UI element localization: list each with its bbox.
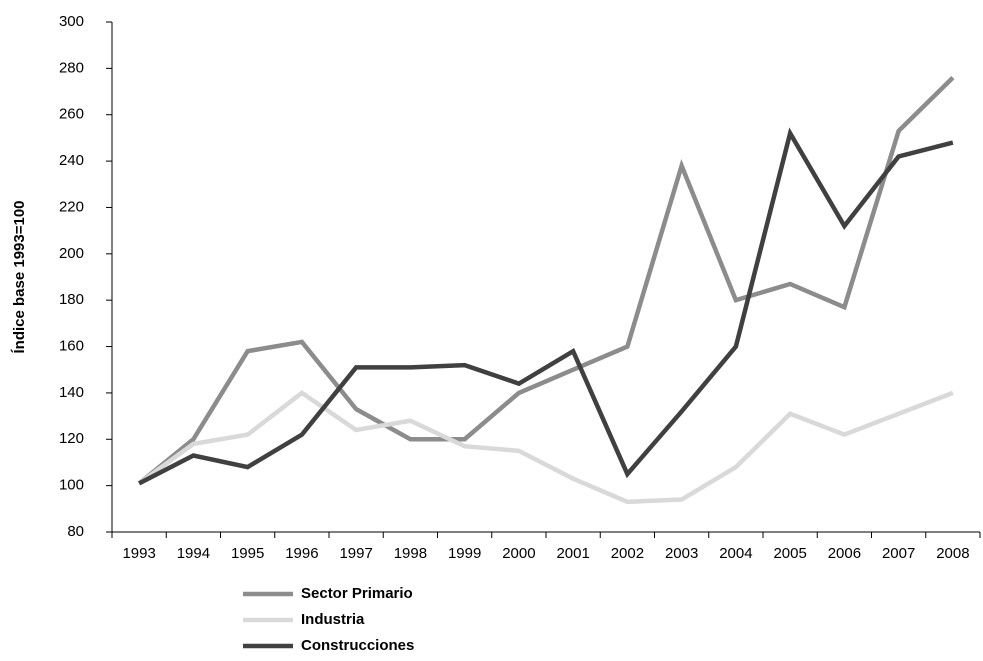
y-tick-label: 160 (59, 338, 84, 355)
x-tick-label: 2002 (611, 545, 644, 562)
x-tick-label: 1996 (285, 545, 318, 562)
x-tick-label: 2008 (936, 545, 969, 562)
y-tick-label: 240 (59, 152, 84, 169)
y-tick-label: 80 (67, 523, 84, 540)
x-tick-label: 2001 (556, 545, 589, 562)
line-series (137, 76, 955, 486)
x-tick-label: 2006 (828, 545, 861, 562)
y-axis-label: Índice base 1993=100 (11, 200, 28, 353)
x-tick-label: 1994 (177, 545, 210, 562)
line-series (138, 127, 954, 486)
x-tick-label: 2004 (719, 545, 752, 562)
legend-label: Industria (301, 611, 365, 628)
y-tick-label: 120 (59, 430, 84, 447)
x-tick-label: 1999 (448, 545, 481, 562)
x-tick-label: 1995 (231, 545, 264, 562)
y-tick-label: 200 (59, 245, 84, 262)
x-tick-label: 2007 (882, 545, 915, 562)
legend-label: Construcciones (301, 637, 414, 654)
x-tick-label: 1998 (394, 545, 427, 562)
x-tick-label: 1993 (122, 545, 155, 562)
y-tick-label: 260 (59, 106, 84, 123)
x-tick-label: 2000 (502, 545, 535, 562)
legend-label: Sector Primario (301, 585, 413, 602)
x-tick-label: 2005 (773, 545, 806, 562)
y-tick-label: 180 (59, 291, 84, 308)
y-tick-label: 220 (59, 198, 84, 215)
x-tick-label: 1997 (339, 545, 372, 562)
y-tick-label: 140 (59, 384, 84, 401)
y-tick-label: 100 (59, 477, 84, 494)
y-tick-label: 280 (59, 59, 84, 76)
line-series (137, 390, 954, 505)
legend: Sector Primario Industria Construcciones (243, 585, 414, 654)
x-tick-label: 2003 (665, 545, 698, 562)
y-tick-label: 300 (59, 13, 84, 30)
